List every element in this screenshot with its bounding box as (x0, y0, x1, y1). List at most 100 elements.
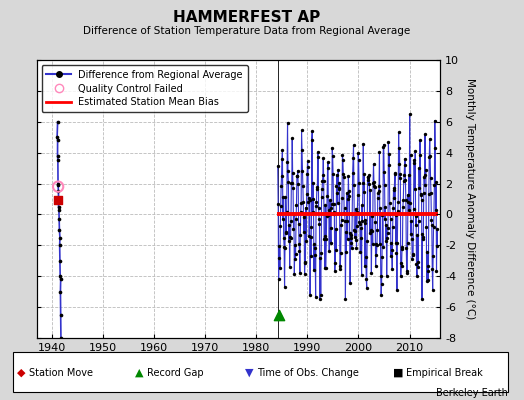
Point (418, 196, 426, 203)
Point (386, 216, 395, 222)
Point (426, 153, 434, 159)
Point (275, 276, 283, 282)
Point (345, 230, 354, 236)
Point (424, 277, 432, 283)
Point (300, 214, 308, 220)
Point (57, 335, 65, 341)
Point (278, 147, 287, 153)
Point (356, 249, 365, 255)
Point (332, 226, 340, 232)
Point (283, 159, 291, 166)
Point (368, 228, 376, 234)
Point (383, 273, 391, 280)
Point (397, 260, 406, 266)
Point (362, 254, 370, 260)
Point (364, 174, 372, 180)
Point (311, 245, 319, 252)
Point (275, 254, 283, 261)
Point (305, 232, 313, 239)
Point (331, 259, 340, 266)
Point (310, 267, 318, 274)
Point (388, 266, 397, 272)
Point (413, 272, 421, 279)
Point (313, 149, 322, 155)
Point (345, 193, 353, 200)
Point (411, 222, 420, 228)
Point (280, 244, 288, 250)
Point (425, 153, 433, 160)
Point (295, 248, 303, 254)
Point (320, 233, 329, 239)
Point (291, 242, 299, 248)
Point (421, 131, 429, 137)
Point (326, 197, 334, 204)
Point (358, 218, 367, 224)
Point (407, 230, 415, 237)
Point (53, 118, 62, 125)
Point (330, 209, 338, 215)
Point (385, 151, 394, 157)
Point (325, 211, 334, 218)
Legend: Difference from Regional Average, Quality Control Failed, Estimated Station Mean: Difference from Regional Average, Qualit… (41, 65, 248, 112)
Point (417, 190, 425, 197)
Point (304, 195, 313, 201)
Point (279, 194, 288, 200)
Point (344, 196, 352, 202)
Point (397, 263, 406, 269)
Point (352, 245, 361, 252)
Point (420, 190, 428, 196)
Point (352, 206, 361, 212)
Point (316, 292, 325, 298)
Point (309, 195, 318, 202)
Point (309, 208, 317, 215)
Point (56, 273, 64, 280)
Text: Difference of Station Temperature Data from Regional Average: Difference of Station Temperature Data f… (83, 26, 410, 36)
Point (377, 280, 386, 287)
Point (304, 164, 312, 170)
Point (57, 276, 65, 282)
Point (299, 183, 307, 190)
Point (411, 186, 419, 192)
Point (315, 296, 324, 302)
Point (324, 159, 332, 166)
Point (390, 170, 399, 176)
Point (425, 136, 434, 142)
Point (399, 196, 408, 203)
Point (420, 174, 428, 180)
Point (372, 263, 380, 270)
Point (393, 240, 401, 247)
Point (401, 176, 410, 183)
Point (356, 220, 364, 227)
Text: ■: ■ (393, 368, 403, 378)
Point (381, 216, 389, 222)
Point (336, 263, 344, 270)
Point (286, 234, 294, 240)
Point (394, 199, 402, 205)
Point (384, 230, 392, 236)
Point (406, 200, 414, 207)
Point (333, 190, 342, 196)
Point (296, 231, 304, 238)
Point (318, 186, 326, 192)
Point (381, 238, 390, 244)
Point (409, 252, 417, 258)
Point (391, 170, 399, 177)
Point (298, 147, 306, 154)
Text: Empirical Break: Empirical Break (406, 368, 483, 378)
Point (54, 188, 62, 194)
Point (54, 197, 63, 204)
Point (358, 202, 366, 208)
Point (337, 222, 345, 228)
Point (397, 273, 405, 280)
Point (398, 246, 406, 252)
Point (288, 170, 297, 176)
Point (277, 172, 286, 179)
Point (379, 144, 387, 150)
Point (406, 152, 414, 158)
Point (340, 210, 348, 217)
Point (312, 203, 320, 209)
Point (429, 253, 438, 259)
Point (335, 185, 343, 192)
Point (319, 172, 327, 179)
Point (291, 256, 299, 262)
